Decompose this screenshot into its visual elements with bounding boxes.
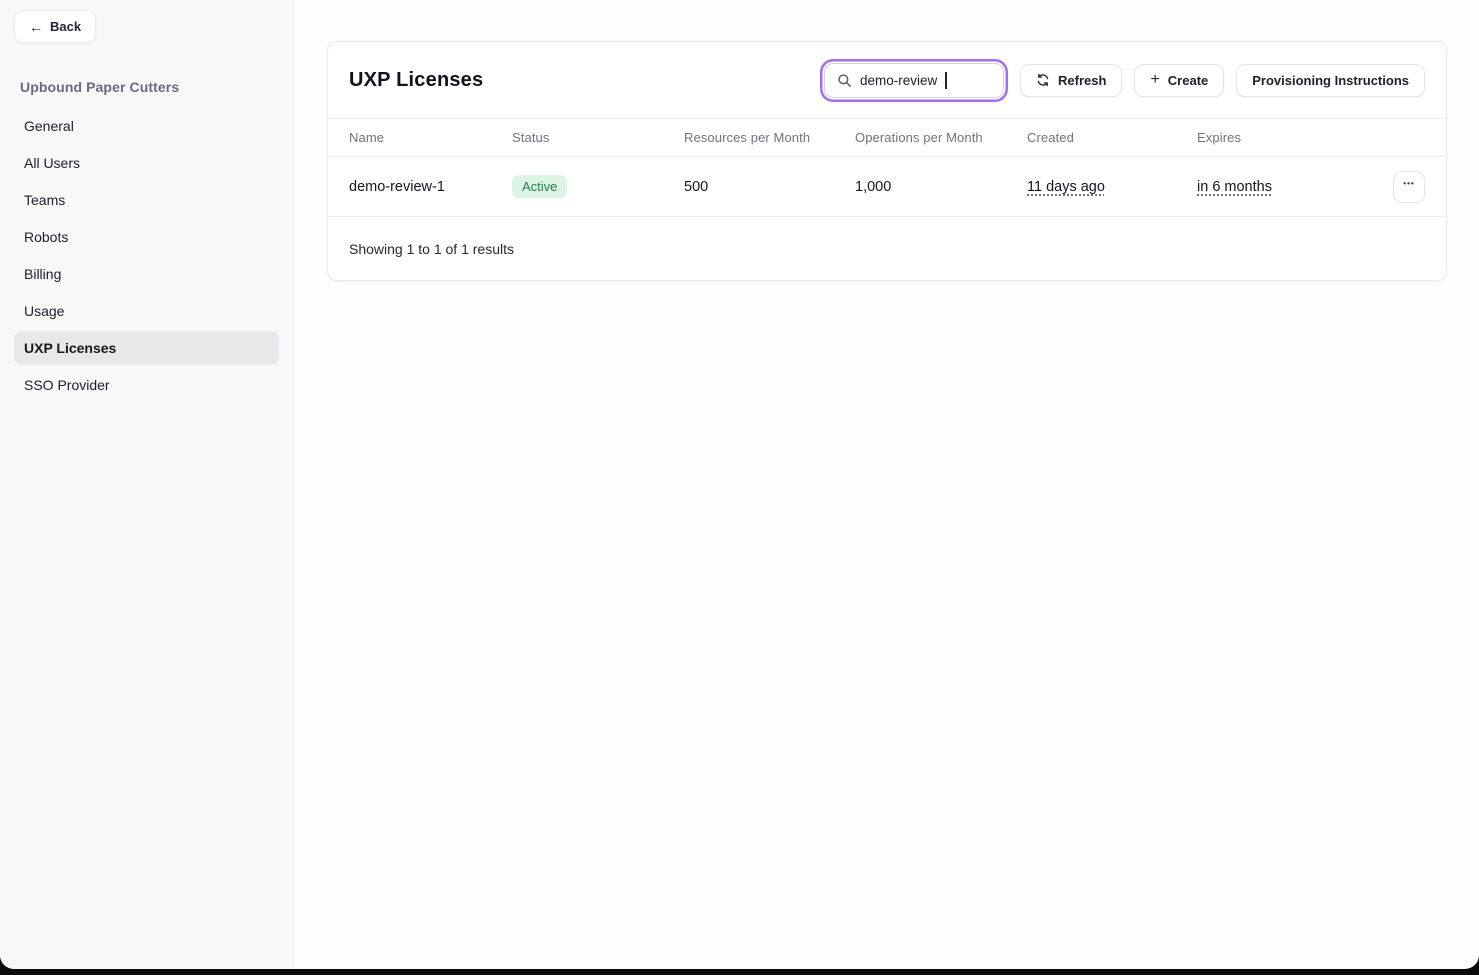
license-actions-cell: ••• <box>1381 170 1425 203</box>
provisioning-instructions-button[interactable]: Provisioning Instructions <box>1236 63 1425 97</box>
license-name: demo-review-1 <box>349 178 445 195</box>
sidebar-item-robots[interactable]: Robots <box>24 229 69 245</box>
license-status-cell: Active <box>512 175 684 198</box>
sidebar-item-sso-provider[interactable]: SSO Provider <box>24 377 110 393</box>
sidebar-item-general[interactable]: General <box>24 118 74 134</box>
search-input-value: demo-review <box>860 72 938 88</box>
table-row: demo-review-1 Active 500 1,000 11 days a… <box>328 157 1446 217</box>
ellipsis-icon: ••• <box>1403 179 1415 188</box>
results-count: Showing 1 to 1 of 1 results <box>349 240 514 257</box>
create-button-label: Create <box>1167 72 1209 88</box>
refresh-button[interactable]: Refresh <box>1020 63 1123 97</box>
back-arrow-icon: ← <box>29 18 43 35</box>
column-header-operations: Operations per Month <box>855 130 983 145</box>
refresh-icon <box>1037 73 1049 87</box>
status-badge: Active <box>512 175 568 198</box>
refresh-button-label: Refresh <box>1058 72 1107 88</box>
back-button-label: Back <box>50 19 82 34</box>
row-menu-button[interactable]: ••• <box>1393 170 1425 203</box>
table-header-row: Name Status Resources per Month Operatio… <box>328 118 1446 157</box>
sidebar-item-usage[interactable]: Usage <box>24 303 65 319</box>
back-button[interactable]: ← Back <box>14 10 97 43</box>
create-button[interactable]: + Create <box>1134 63 1225 97</box>
license-operations: 1,000 <box>855 178 892 195</box>
plus-icon: + <box>1150 71 1160 88</box>
license-expires-cell: in 6 months <box>1197 179 1381 195</box>
page-title: UXP Licenses <box>349 68 484 91</box>
column-header-resources: Resources per Month <box>684 130 811 145</box>
provisioning-instructions-label: Provisioning Instructions <box>1252 72 1409 88</box>
license-created-cell: 11 days ago <box>1027 179 1197 195</box>
sidebar-item-all-users[interactable]: All Users <box>24 155 81 171</box>
column-header-name: Name <box>349 130 385 145</box>
sidebar: ← Back Upbound Paper Cutters General All… <box>0 0 294 969</box>
column-header-status: Status <box>512 130 550 145</box>
search-icon <box>838 73 851 87</box>
uxp-licenses-card: UXP Licenses demo-review <box>327 41 1447 281</box>
org-name: Upbound Paper Cutters <box>20 79 180 95</box>
toolbar: demo-review Refresh + <box>824 62 1425 98</box>
sidebar-nav: General All Users Teams Robots Billing U… <box>14 109 279 402</box>
created-timestamp[interactable]: 11 days ago <box>1027 178 1105 195</box>
sidebar-item-uxp-licenses[interactable]: UXP Licenses <box>14 331 279 365</box>
column-header-expires: Expires <box>1197 130 1242 145</box>
sidebar-item-billing[interactable]: Billing <box>24 266 62 282</box>
license-resources: 500 <box>684 178 709 195</box>
card-header: UXP Licenses demo-review <box>328 42 1446 118</box>
card-footer: Showing 1 to 1 of 1 results <box>328 217 1446 280</box>
search-input[interactable]: demo-review <box>824 62 1005 98</box>
sidebar-item-teams[interactable]: Teams <box>24 192 66 208</box>
column-header-created: Created <box>1027 130 1074 145</box>
expires-timestamp[interactable]: in 6 months <box>1197 178 1272 195</box>
text-caret <box>945 71 947 89</box>
main-content: UXP Licenses demo-review <box>294 0 1479 969</box>
